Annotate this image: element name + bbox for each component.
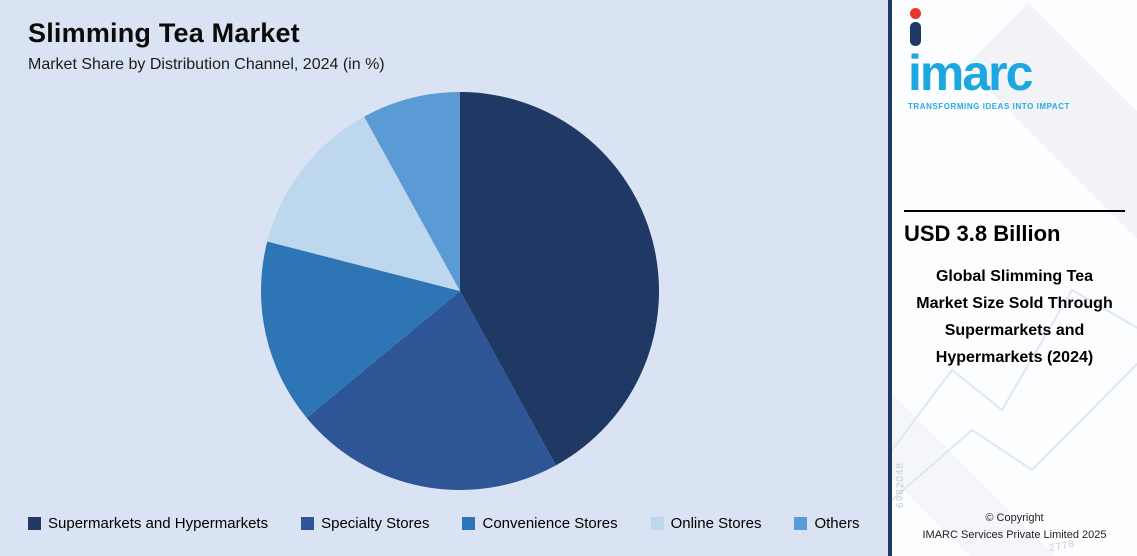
- legend-item: Supermarkets and Hypermarkets: [28, 515, 268, 532]
- headline-block: USD 3.8 Billion: [904, 210, 1125, 247]
- pie-chart: [261, 92, 659, 490]
- market-size-description: Global Slimming Tea Market Size Sold Thr…: [916, 268, 1113, 366]
- logo-wordmark: imarc: [908, 45, 1033, 101]
- pie-slice-3: [267, 116, 460, 291]
- legend-label: Convenience Stores: [482, 515, 618, 532]
- chart-subtitle: Market Share by Distribution Channel, 20…: [28, 56, 385, 73]
- chart-header: Slimming Tea Market Market Share by Dist…: [28, 18, 385, 74]
- legend-swatch: [462, 517, 476, 530]
- pie-slice-1: [306, 291, 556, 490]
- chart-area: Slimming Tea Market Market Share by Dist…: [0, 0, 888, 556]
- legend-swatch: [794, 517, 808, 530]
- legend-item: Specialty Stores: [301, 515, 429, 532]
- legend-label: Online Stores: [670, 515, 762, 532]
- watermark-number: 6982048: [895, 462, 906, 508]
- legend-item: Others: [794, 515, 859, 532]
- legend-label: Others: [814, 515, 860, 532]
- legend-swatch: [301, 517, 315, 530]
- legend-item: Convenience Stores: [462, 515, 618, 532]
- copyright: © Copyright IMARC Services Private Limit…: [892, 510, 1137, 543]
- logo-red-dot-icon: [910, 8, 921, 19]
- imarc-logo-mark-icon: [910, 8, 1127, 46]
- chart-legend: Supermarkets and Hypermarkets Specialty …: [28, 515, 878, 532]
- imarc-logo: imarc TRANSFORMING IDEAS INTO IMPACT: [908, 8, 1127, 111]
- legend-item: Online Stores: [650, 515, 762, 532]
- pie-chart-container: [261, 92, 659, 490]
- legend-swatch: [28, 517, 41, 530]
- legend-swatch: [650, 517, 664, 530]
- info-panel: 6982048 2778 imarc TRANSFORMING IDEAS IN…: [888, 0, 1137, 556]
- pie-slice-0: [460, 92, 659, 466]
- copyright-line2: IMARC Services Private Limited 2025: [922, 528, 1107, 541]
- chart-title: Slimming Tea Market: [28, 18, 300, 48]
- market-size-headline: USD 3.8 Billion: [904, 221, 1061, 246]
- copyright-line1: © Copyright: [985, 512, 1044, 524]
- legend-label: Specialty Stores: [321, 515, 430, 532]
- logo-stem-icon: [910, 22, 921, 46]
- legend-label: Supermarkets and Hypermarkets: [48, 515, 269, 532]
- pie-slice-2: [261, 241, 460, 418]
- pie-slice-4: [364, 92, 460, 291]
- logo-tagline: TRANSFORMING IDEAS INTO IMPACT: [908, 102, 1070, 111]
